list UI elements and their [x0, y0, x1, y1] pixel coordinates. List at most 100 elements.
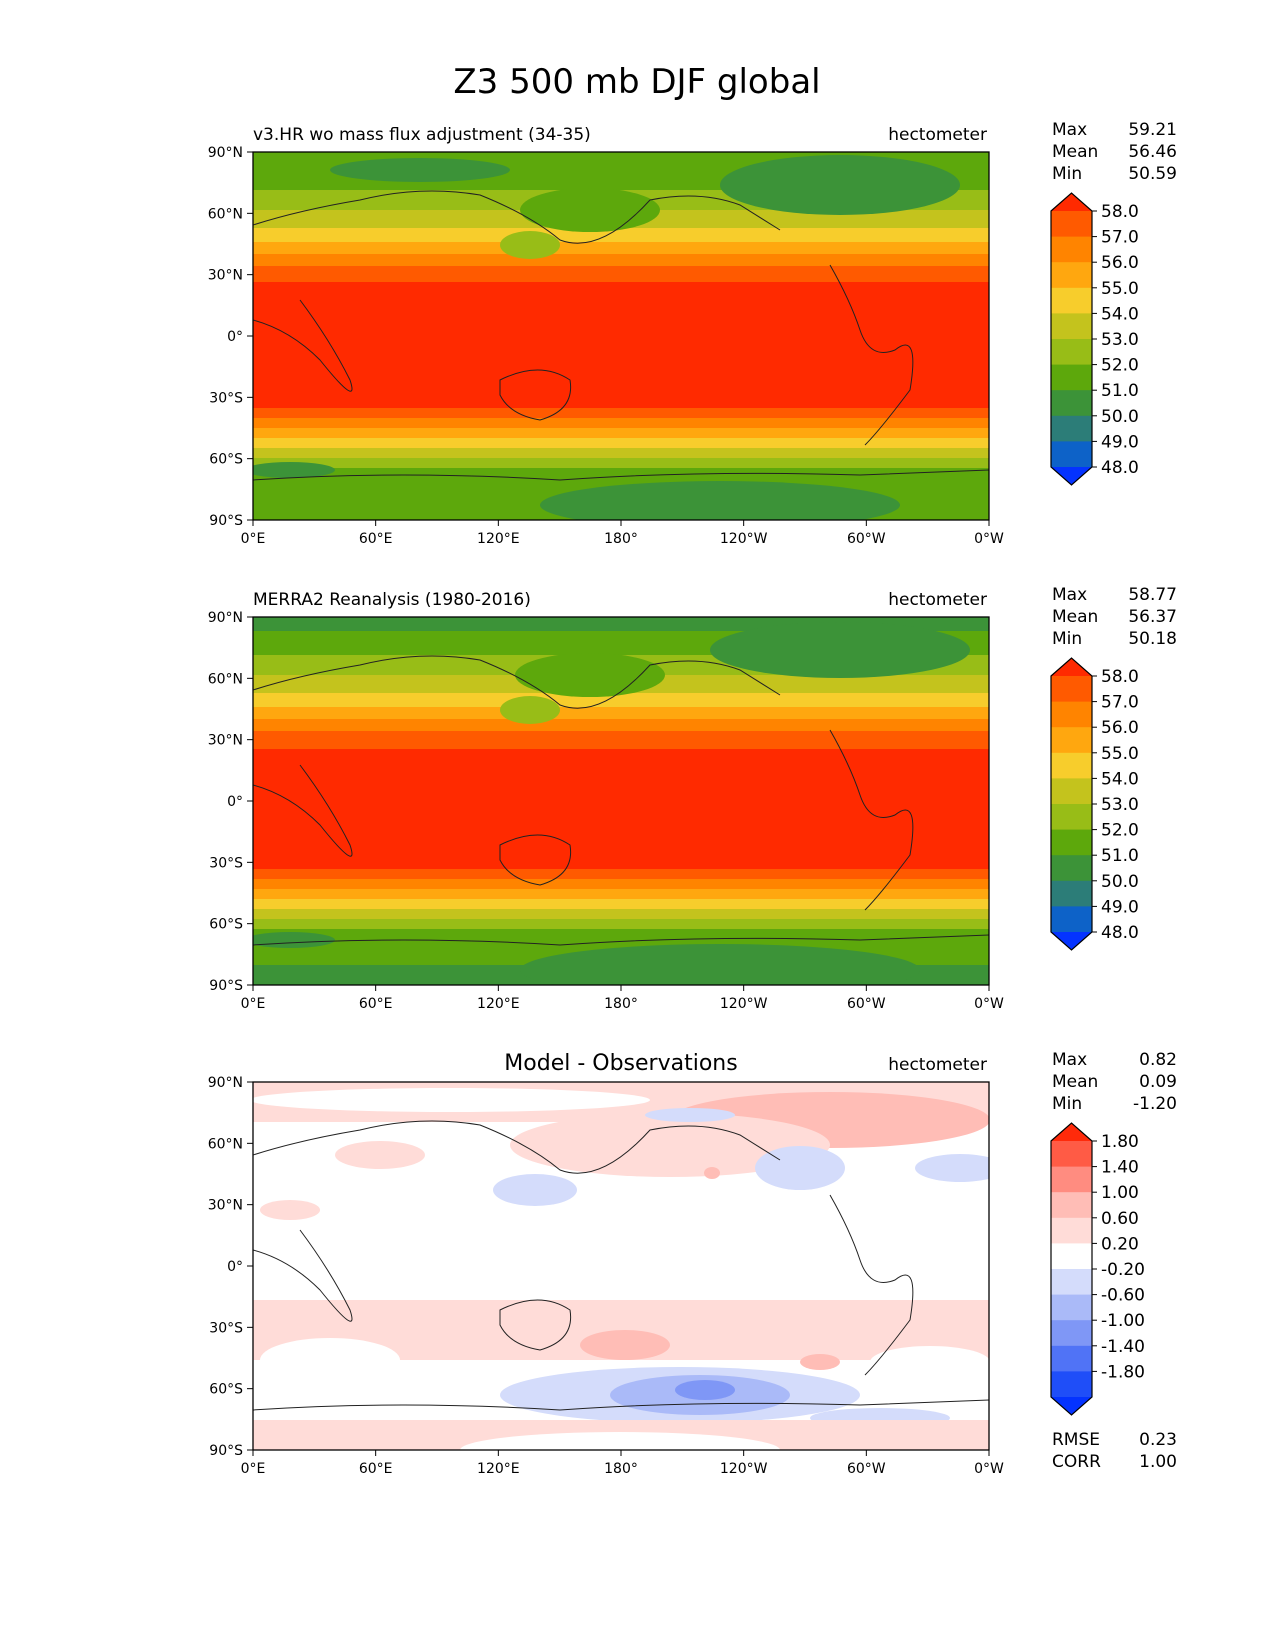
stat-value: 56.37	[1128, 607, 1177, 627]
lat-tick-label: 30°S	[209, 390, 243, 406]
colorbar-tick-label: 52.0	[1101, 356, 1139, 376]
colorbar-tick-label: 51.0	[1101, 846, 1139, 866]
stat-value: 50.18	[1128, 629, 1177, 649]
lon-tick-label: 60°W	[847, 1461, 886, 1477]
lon-tick-label: 60°W	[847, 531, 886, 547]
lon-tick-label: 0°W	[974, 1461, 1004, 1477]
colorbar-tick-label: 56.0	[1101, 253, 1139, 273]
colorbar-seam	[1051, 1140, 1092, 1141]
colorbar-segment	[1051, 855, 1092, 882]
stat-label: Max	[1052, 585, 1087, 605]
lat-tick-label: 60°N	[208, 671, 243, 687]
colorbar-outline	[1050, 1122, 1093, 1416]
lat-tick-label: 30°S	[209, 855, 243, 871]
coastline-outline-difference	[253, 1120, 989, 1411]
colorbar-segment	[1051, 1141, 1092, 1168]
metric-label: RMSE	[1052, 1430, 1100, 1450]
colorbar-segment	[1051, 727, 1092, 754]
colorbar-segment	[1051, 778, 1092, 805]
colorbar-reference: 58.0 57.0 56.0 55.0 54.0 53.0 52.0 51.0 50.0 49.0…	[1050, 657, 1139, 951]
colorbar-segment-bottom	[1051, 1397, 1092, 1415]
lat-tick-label: 0°	[227, 794, 243, 810]
colorbar-tick-label: 0.20	[1101, 1234, 1139, 1254]
lat-tick-label: 90°N	[208, 1075, 243, 1091]
colorbar-tick-label: -1.40	[1101, 1337, 1145, 1357]
colorbar-difference: 1.80 1.40 1.00 0.60 0.20 -0.20 -0.60 -1.00 -1.40…	[1050, 1122, 1145, 1416]
colorbar-tick-label: -1.00	[1101, 1311, 1145, 1331]
lat-tick-label: 60°S	[209, 917, 243, 933]
stat-label: Min	[1052, 164, 1082, 184]
colorbar-segment	[1051, 752, 1092, 779]
lat-tick-label: 90°S	[209, 1443, 243, 1459]
metric-value: 1.00	[1139, 1452, 1177, 1472]
stat-label: Mean	[1052, 607, 1098, 627]
panel-title-reference: MERRA2 Reanalysis (1980-2016)	[253, 590, 531, 610]
colorbar-segment	[1051, 339, 1092, 366]
lat-tick-label: 0°	[227, 329, 243, 345]
colorbar-segment	[1051, 880, 1092, 907]
lat-tick-label: 90°N	[208, 610, 243, 626]
map-field-difference	[253, 1082, 989, 1450]
stat-label: Max	[1052, 1050, 1087, 1070]
stat-value: 0.09	[1139, 1072, 1177, 1092]
colorbar-segment	[1051, 1345, 1092, 1372]
colorbar-tick-label: 53.0	[1101, 795, 1139, 815]
lat-tick-label: 90°S	[209, 513, 243, 529]
colorbar-segment	[1051, 676, 1092, 703]
lat-tick-label: 60°S	[209, 452, 243, 468]
units-test: hectometer	[888, 125, 987, 145]
colorbar-segment-bottom	[1051, 467, 1092, 485]
colorbar-segment	[1051, 287, 1092, 314]
stat-value: -1.20	[1133, 1094, 1177, 1114]
colorbar-segment	[1051, 236, 1092, 263]
lon-tick-label: 0°E	[241, 1461, 266, 1477]
stats-difference: Max 0.82 Mean 0.09 Min -1.20	[1052, 1050, 1177, 1114]
colorbar-segment	[1051, 415, 1092, 442]
stats-reference: Max 58.77 Mean 56.37 Min 50.18	[1052, 585, 1177, 649]
colorbar-tick-label: 0.60	[1101, 1209, 1139, 1229]
units-difference: hectometer	[888, 1055, 987, 1075]
lon-tick-label: 0°W	[974, 996, 1004, 1012]
lon-tick-label: 60°E	[359, 1461, 393, 1477]
lon-tick-label: 180°	[604, 996, 638, 1012]
stat-label: Min	[1052, 629, 1082, 649]
metric-value: 0.23	[1139, 1430, 1177, 1450]
colorbar-segment	[1051, 1243, 1092, 1270]
lat-tick-label: 30°N	[208, 268, 243, 284]
figure-title: Z3 500 mb DJF global	[453, 62, 820, 102]
stats-test: Max 59.21 Mean 56.46 Min 50.59	[1052, 120, 1177, 184]
colorbar-tick-label: -1.80	[1101, 1362, 1145, 1382]
panel-test: v3.HR wo mass flux adjustment (34-35) he…	[208, 120, 1177, 547]
map-field-test	[253, 152, 989, 520]
colorbar-tick-label: 48.0	[1101, 923, 1139, 943]
lat-tick-label: 90°S	[209, 978, 243, 994]
colorbar-tick-label: 48.0	[1101, 458, 1139, 478]
colorbar-segment	[1051, 1320, 1092, 1347]
panel-difference: Model - Observations hectometer	[208, 1050, 1177, 1477]
colorbar-segment-bottom	[1051, 932, 1092, 950]
colorbar-seam	[1051, 675, 1092, 676]
stat-value: 0.82	[1139, 1050, 1177, 1070]
lon-tick-label: 120°W	[720, 531, 768, 547]
lat-tick-label: 30°N	[208, 733, 243, 749]
colorbar-segment	[1051, 262, 1092, 289]
colorbar-tick-label: 1.00	[1101, 1183, 1139, 1203]
lon-tick-label: 60°E	[359, 996, 393, 1012]
colorbar-tick-label: 1.80	[1101, 1132, 1139, 1152]
lon-tick-label: 0°E	[241, 531, 266, 547]
colorbar-tick-label: 58.0	[1101, 202, 1139, 222]
colorbar-segment	[1051, 1166, 1092, 1193]
lon-tick-label: 120°E	[477, 996, 520, 1012]
stat-label: Mean	[1052, 1072, 1098, 1092]
colorbar-tick-label: 54.0	[1101, 304, 1139, 324]
lon-tick-label: 60°W	[847, 996, 886, 1012]
stat-label: Max	[1052, 120, 1087, 140]
colorbar-tick-label: 55.0	[1101, 279, 1139, 299]
colorbar-segment	[1051, 211, 1092, 238]
colorbar-tick-label: 55.0	[1101, 744, 1139, 764]
colorbar-tick-label: 49.0	[1101, 432, 1139, 452]
colorbar-segment	[1051, 829, 1092, 856]
colorbar-tick-label: 54.0	[1101, 769, 1139, 789]
stat-value: 59.21	[1128, 120, 1177, 140]
